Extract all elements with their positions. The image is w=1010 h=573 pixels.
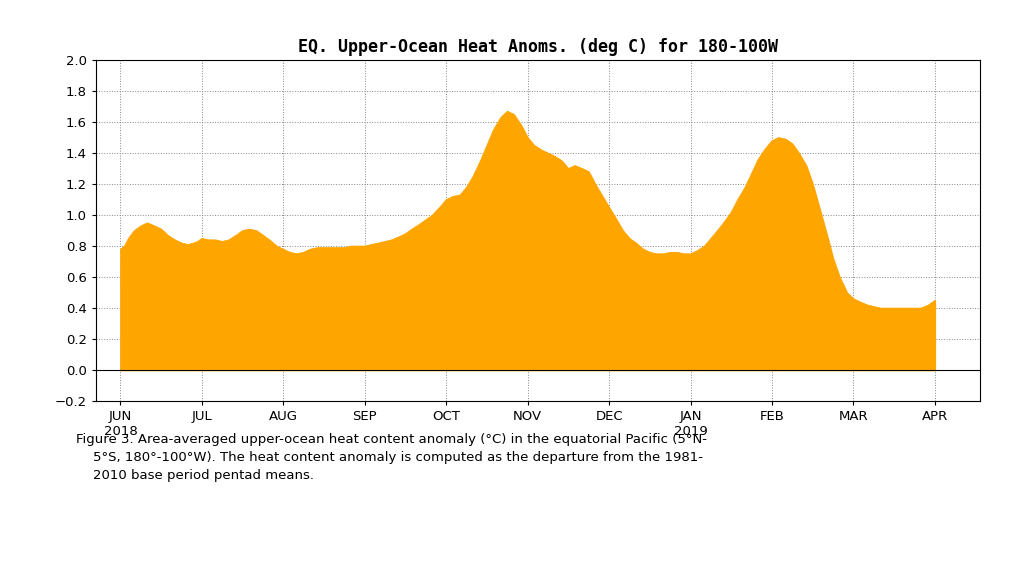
Text: Figure 3. Area-averaged upper-ocean heat content anomaly (°C) in the equatorial : Figure 3. Area-averaged upper-ocean heat… [76,433,707,482]
Title: EQ. Upper-Ocean Heat Anoms. (deg C) for 180-100W: EQ. Upper-Ocean Heat Anoms. (deg C) for … [298,38,778,56]
